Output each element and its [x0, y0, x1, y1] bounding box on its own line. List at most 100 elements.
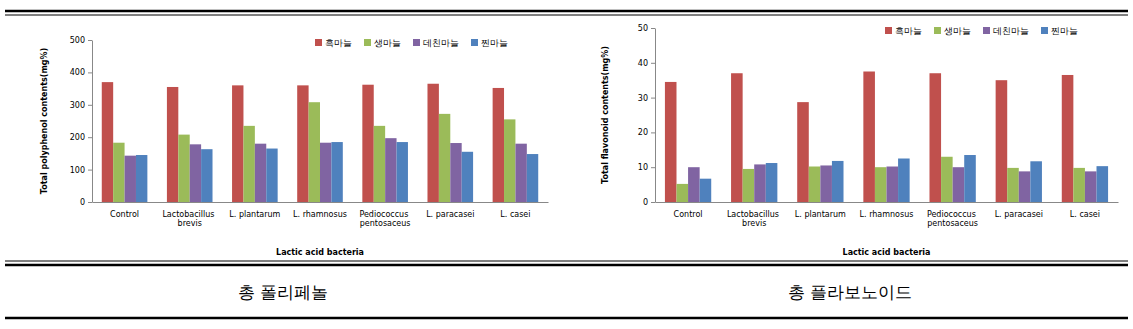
tick-label: L. rhamnosus: [860, 210, 914, 219]
tick-mark: [88, 170, 92, 171]
tick-mark: [651, 132, 655, 133]
bar: [1030, 161, 1042, 202]
tick-mark: [88, 105, 92, 106]
tick: Control: [110, 202, 139, 219]
bar: [820, 165, 832, 202]
bar: [964, 155, 976, 202]
tick-label: Lactobacillus brevis: [727, 210, 782, 228]
bar: [243, 126, 254, 202]
bar: [875, 167, 887, 202]
bar: [331, 142, 342, 202]
series: [676, 157, 1084, 202]
bars: [102, 82, 538, 202]
tick-label: 50: [638, 24, 648, 33]
tick: L. plantarum: [795, 202, 846, 219]
bar: [731, 73, 743, 202]
rule: [5, 10, 1128, 13]
bar: [743, 169, 755, 202]
tick: L. rhamnosus: [293, 202, 347, 219]
tick: 400: [70, 68, 92, 77]
tick: Lactobacillus brevis: [162, 202, 217, 228]
bar: [102, 82, 113, 202]
tick-label: 200: [70, 133, 85, 142]
bar: [1085, 171, 1097, 202]
tick-label: 40: [638, 59, 648, 68]
legend-label: 데친마늘: [993, 26, 1029, 36]
x-axis-title: Lactic acid bacteria: [843, 248, 931, 257]
legend-item: 생마늘: [934, 26, 971, 36]
series: [125, 138, 527, 202]
bar: [1073, 168, 1085, 202]
legend-label: 생마늘: [944, 26, 971, 36]
y-axis: 0100200300400500: [70, 36, 93, 207]
rule: [5, 15, 1128, 16]
bar: [374, 126, 385, 202]
tick-label: 500: [70, 36, 85, 45]
tick-mark: [651, 202, 655, 203]
tick: Pediococcus pentosaceus: [927, 202, 979, 228]
tick-label: 10: [638, 163, 648, 172]
bar: [397, 142, 408, 202]
bar: [201, 149, 212, 202]
bar: [688, 167, 700, 202]
tick-label: L. casei: [1070, 210, 1100, 219]
tick-label: 20: [638, 128, 648, 137]
tick: L. casei: [500, 202, 530, 219]
bar: [450, 143, 461, 202]
legend-item: 흑마늘: [315, 38, 352, 48]
bar: [136, 155, 147, 202]
bar: [953, 167, 965, 202]
tick: Lactobacillus brevis: [727, 202, 782, 228]
tick: 10: [638, 163, 655, 172]
bar: [1097, 166, 1109, 202]
bar: [462, 152, 473, 202]
tick: Control: [674, 202, 703, 219]
tick: 300: [70, 101, 92, 110]
bar: [266, 149, 277, 202]
legend-swatch: [364, 39, 371, 46]
bar: [362, 85, 373, 202]
tick: 0: [80, 198, 92, 207]
tick: 500: [70, 36, 92, 45]
bar: [515, 144, 526, 202]
bar: [766, 163, 778, 202]
tick-label: Control: [110, 210, 139, 219]
y-axis-title: Total polyphenol contents(mg%): [40, 48, 49, 194]
tick: 0: [643, 198, 655, 207]
y-axis-title: Total flavonoid contents(mg%): [601, 46, 610, 184]
legend-label: 흑마늘: [895, 26, 922, 36]
tick-mark: [651, 63, 655, 64]
tick: 200: [70, 133, 92, 142]
series: [113, 102, 515, 202]
tick-label: 300: [70, 101, 85, 110]
bar: [178, 135, 189, 202]
legend-swatch: [1041, 27, 1048, 34]
tick-label: L. plantarum: [795, 210, 846, 219]
legend-label: 생마늘: [374, 38, 401, 48]
bar: [797, 102, 809, 202]
tick-label: 0: [643, 198, 648, 207]
tick: L. plantarum: [229, 202, 280, 219]
legend-item: 데친마늘: [983, 26, 1029, 36]
chart: 01020304050ControlLactobacillus brevisL.…: [638, 24, 1119, 228]
tick: L. paracasei: [426, 202, 474, 219]
bar: [754, 164, 766, 202]
legend-swatch: [934, 27, 941, 34]
axis-line: [93, 202, 549, 203]
bar: [255, 144, 266, 202]
legend: 흑마늘 생마늘 데친마늘 찐마늘: [315, 38, 508, 48]
tick-label: 0: [80, 198, 85, 207]
bar: [1062, 75, 1074, 202]
tick-label: L. casei: [500, 210, 530, 219]
legend-label: 찐마늘: [481, 38, 508, 48]
bar: [809, 167, 821, 202]
bar: [125, 156, 136, 202]
legend-label: 데친마늘: [423, 38, 459, 48]
bar: [887, 167, 899, 202]
bar: [385, 138, 396, 202]
legend-swatch: [471, 39, 478, 46]
tick-label: L. plantarum: [229, 210, 280, 219]
bar: [1007, 168, 1019, 202]
legend-item: 흑마늘: [885, 26, 922, 36]
tick-mark: [88, 40, 92, 41]
